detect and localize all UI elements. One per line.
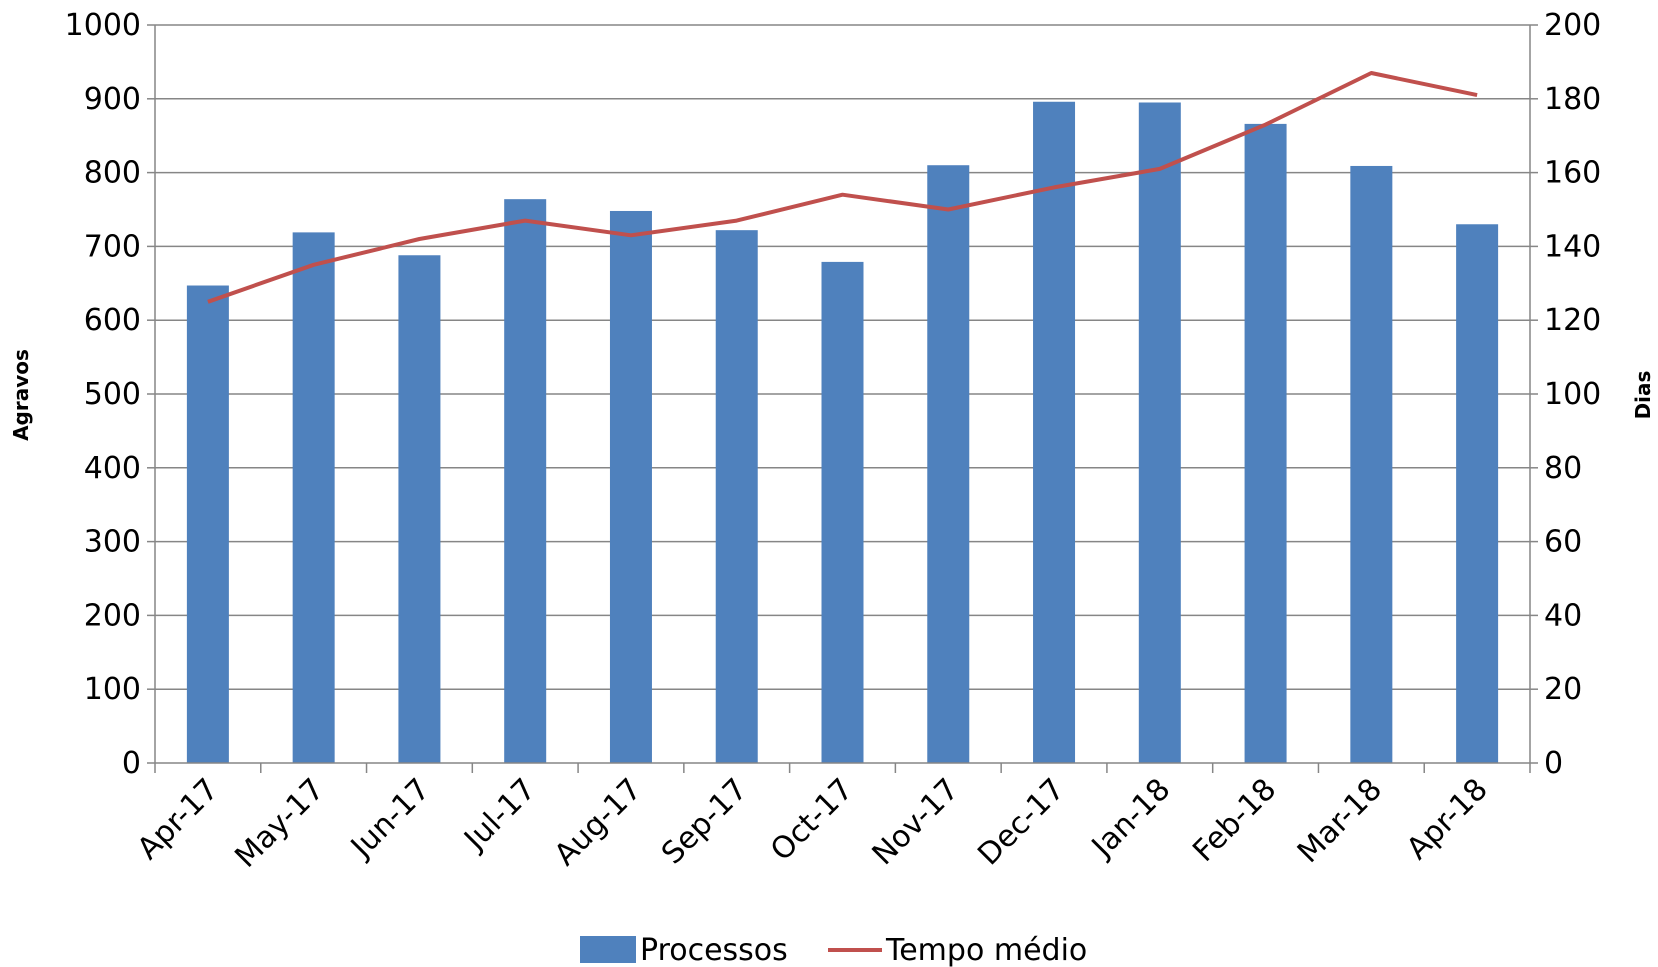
right-tick-label: 140 bbox=[1544, 229, 1601, 264]
legend-label-processos: Processos bbox=[640, 933, 788, 967]
right-axis-ticks: 0 20 40 60 80 100 120 140 160 180 200 bbox=[1544, 8, 1601, 781]
bar bbox=[821, 261, 864, 763]
left-axis-ticks: 0 100 200 300 400 500 600 700 800 900 1000 bbox=[65, 8, 141, 781]
x-tick-label: May-17 bbox=[228, 772, 331, 875]
bar bbox=[504, 199, 547, 764]
right-tick-label: 20 bbox=[1544, 672, 1582, 707]
x-tick-label: Sep-17 bbox=[655, 772, 754, 871]
x-tick-label: Jul-17 bbox=[456, 772, 542, 858]
x-tick-label: Apr-17 bbox=[131, 772, 226, 867]
left-axis-title: Agravos bbox=[9, 349, 33, 441]
x-tick-label: Dec-17 bbox=[971, 772, 1071, 872]
left-tick-label: 800 bbox=[84, 156, 141, 191]
left-tick-label: 200 bbox=[84, 598, 141, 633]
bar bbox=[1033, 101, 1076, 763]
x-tick-label: Jun-17 bbox=[343, 772, 437, 866]
x-axis-ticks: Apr-17 May-17 Jun-17 Jul-17 Aug-17 Sep-17 Oct-… bbox=[131, 772, 1495, 875]
bar bbox=[186, 285, 229, 763]
left-tick-label: 400 bbox=[84, 451, 141, 486]
right-tick-label: 120 bbox=[1544, 303, 1601, 338]
bar bbox=[292, 232, 335, 764]
bar bbox=[1350, 165, 1393, 763]
x-tick-label: Aug-17 bbox=[548, 772, 649, 873]
left-tick-label: 700 bbox=[84, 229, 141, 264]
x-tick-label: Mar-18 bbox=[1291, 772, 1389, 870]
axes bbox=[147, 24, 1538, 773]
right-tick-label: 80 bbox=[1544, 451, 1582, 486]
left-tick-label: 500 bbox=[84, 377, 141, 412]
right-tick-label: 160 bbox=[1544, 156, 1601, 191]
bar bbox=[1138, 102, 1181, 764]
x-tick-label: Oct-17 bbox=[764, 772, 860, 868]
right-tick-label: 60 bbox=[1544, 525, 1582, 560]
right-tick-label: 200 bbox=[1544, 8, 1601, 43]
bar bbox=[1244, 123, 1287, 764]
line-series-tempo-medio bbox=[207, 71, 1478, 304]
bar bbox=[1456, 224, 1499, 763]
bar-series-processos bbox=[186, 101, 1499, 764]
x-tick-label: Nov-17 bbox=[866, 772, 966, 872]
left-tick-label: 1000 bbox=[65, 8, 141, 43]
legend-label-tempo-medio: Tempo médio bbox=[885, 933, 1087, 967]
left-tick-label: 100 bbox=[84, 672, 141, 707]
right-axis-title: Dias bbox=[1631, 371, 1655, 420]
x-tick-label: Feb-18 bbox=[1186, 772, 1283, 869]
legend: Processos Tempo médio bbox=[580, 933, 1087, 967]
left-tick-label: 900 bbox=[84, 82, 141, 117]
bar bbox=[715, 230, 758, 763]
bar bbox=[927, 165, 970, 764]
right-tick-label: 100 bbox=[1544, 377, 1601, 412]
bar bbox=[398, 255, 441, 764]
x-tick-label: Jan-18 bbox=[1084, 772, 1178, 866]
left-tick-label: 300 bbox=[84, 525, 141, 560]
right-tick-label: 0 bbox=[1544, 746, 1563, 781]
legend-swatch-processos bbox=[580, 936, 636, 963]
x-tick-label: Apr-18 bbox=[1400, 772, 1495, 867]
right-tick-label: 180 bbox=[1544, 82, 1601, 117]
left-tick-label: 0 bbox=[122, 746, 141, 781]
left-tick-label: 600 bbox=[84, 303, 141, 338]
right-tick-label: 40 bbox=[1544, 598, 1582, 633]
bar bbox=[609, 210, 652, 763]
